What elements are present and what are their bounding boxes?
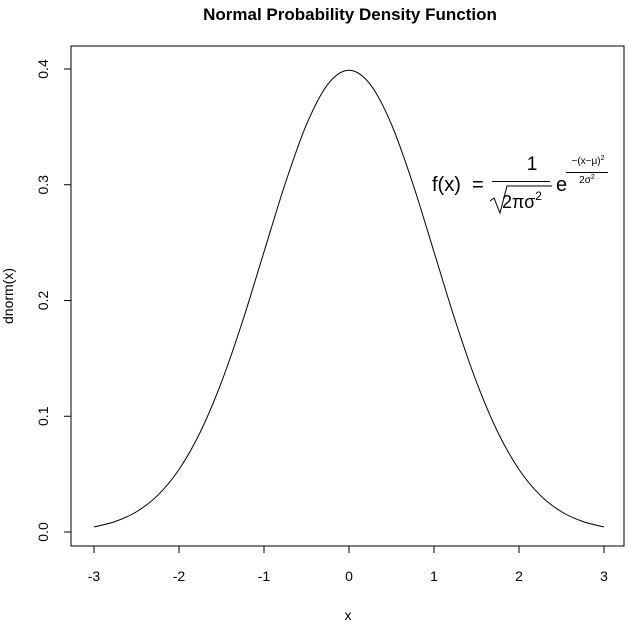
x-axis: -3 -2 -1 0 1 2 3 — [88, 545, 608, 584]
x-tick-label: -3 — [88, 568, 101, 584]
formula-base: e — [556, 174, 568, 196]
chart-title: Normal Probability Density Function — [203, 5, 497, 24]
formula-denominator: 2πσ2 — [502, 189, 542, 213]
formula-exponent-denominator-text: 2σ — [579, 175, 591, 186]
formula-exponent-denominator: 2σ2 — [566, 174, 608, 186]
formula-equals: = — [472, 174, 484, 196]
formula-numerator: 1 — [526, 154, 538, 175]
formula-exponent-denominator-power: 2 — [590, 174, 595, 181]
formula-exponent-numerator: −(x−μ)2 — [566, 155, 610, 167]
formula-fraction-bar — [492, 181, 550, 182]
y-tick-label: 0.4 — [35, 59, 51, 79]
x-tick-label: 3 — [600, 568, 608, 584]
y-tick-label: 0.2 — [35, 291, 51, 311]
y-tick-label: 0.1 — [35, 406, 51, 426]
x-tick-label: -1 — [258, 568, 271, 584]
square-root-icon — [490, 185, 552, 215]
x-axis-label: x — [345, 607, 352, 623]
formula-denominator-text: 2πσ — [502, 192, 536, 212]
y-axis-label: dnorm(x) — [0, 268, 16, 324]
x-tick-label: -2 — [173, 568, 186, 584]
formula-exponent-numerator-text: −(x−μ) — [571, 156, 601, 167]
plot-frame — [70, 45, 625, 547]
y-tick-label: 0.0 — [35, 522, 51, 542]
formula-annotation: f(x) = 1 2πσ2 e −(x−μ)2 2σ2 — [430, 150, 630, 226]
x-tick-label: 2 — [515, 568, 523, 584]
formula-lhs: f(x) — [432, 174, 461, 196]
x-tick-label: 1 — [430, 568, 438, 584]
y-axis: 0.0 0.1 0.2 0.3 0.4 — [35, 59, 72, 542]
y-tick-label: 0.3 — [35, 175, 51, 195]
density-curve — [93, 69, 605, 528]
formula-exponent-bar — [566, 172, 608, 173]
formula-denominator-power: 2 — [535, 189, 542, 203]
x-tick-label: 0 — [345, 568, 353, 584]
formula-exponent-numerator-power: 2 — [600, 155, 605, 162]
